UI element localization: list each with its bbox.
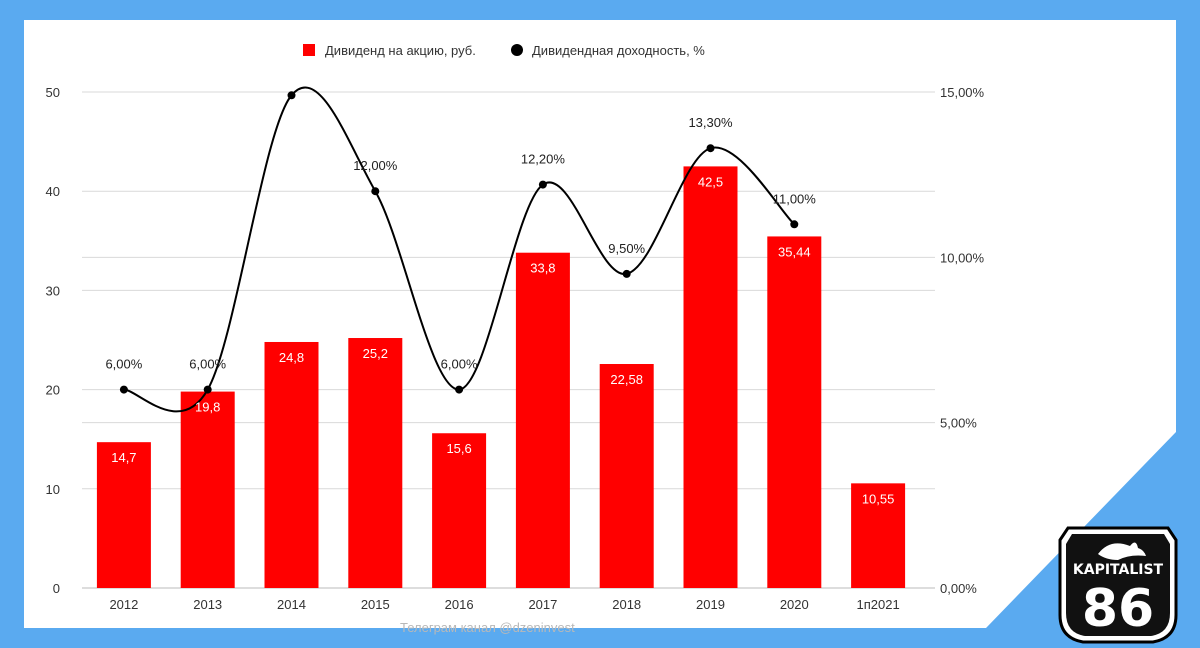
- bar: [515, 252, 570, 589]
- legend-bar-swatch: [303, 44, 315, 56]
- yield-value-label: 12,20%: [521, 152, 566, 167]
- left-tick-label: 40: [46, 184, 60, 199]
- right-tick-label: 10,00%: [940, 250, 985, 265]
- bar-value-label: 22,58: [610, 372, 643, 387]
- yield-point: [706, 144, 715, 153]
- bar-value-label: 35,44: [778, 244, 811, 259]
- bar: [264, 341, 319, 588]
- bar-value-label: 42,5: [698, 174, 723, 189]
- bar-value-label: 15,6: [446, 441, 471, 456]
- bar-value-label: 19,8: [195, 400, 220, 415]
- line-layer: [119, 86, 799, 413]
- x-tick-label: 2019: [696, 597, 725, 612]
- yield-point: [538, 180, 547, 189]
- x-tick-label: 1п2021: [856, 597, 899, 612]
- bar: [96, 442, 151, 588]
- bar: [683, 166, 738, 588]
- bar-value-label: 24,8: [279, 350, 304, 365]
- left-tick-label: 30: [46, 283, 60, 298]
- x-tick-label: 2017: [528, 597, 557, 612]
- yield-line: [123, 86, 795, 413]
- yield-point: [455, 385, 464, 394]
- yield-point: [203, 385, 212, 394]
- right-tick-label: 0,00%: [940, 581, 977, 596]
- bar: [432, 433, 487, 588]
- bar: [599, 364, 654, 588]
- bar-value-label: 14,7: [111, 450, 136, 465]
- legend: Дивиденд на акцию, руб. Дивидендная дохо…: [303, 43, 705, 58]
- yield-point: [287, 91, 296, 100]
- yield-value-label: 11,00%: [773, 191, 817, 206]
- yield-value-label: 6,00%: [189, 357, 226, 372]
- legend-bar-label: Дивиденд на акцию, руб.: [325, 43, 476, 58]
- logo-badge: KAPITALIST 86: [1058, 526, 1178, 644]
- left-tick-label: 10: [46, 482, 60, 497]
- bar: [767, 236, 822, 589]
- yield-point: [119, 385, 128, 394]
- orca-icon: [1098, 542, 1146, 560]
- yield-point: [622, 269, 631, 278]
- yield-value-label: 6,00%: [105, 357, 142, 372]
- x-tick-label: 2020: [780, 597, 809, 612]
- bars-layer: [96, 166, 906, 589]
- right-tick-label: 15,00%: [940, 85, 985, 100]
- watermark: Телеграм канал @dzeninvest: [400, 620, 575, 635]
- yield-value-label: 13,30%: [688, 115, 733, 130]
- yield-value-label: 12,00%: [353, 158, 398, 173]
- logo-top-text: KAPITALIST: [1073, 562, 1164, 578]
- left-tick-label: 50: [46, 85, 60, 100]
- bar-value-label: 33,8: [530, 261, 555, 276]
- labels-layer: 14,7 19,8 24,8 25,2 15,6 33,8 22,58 42,5 35,44 10…: [105, 115, 894, 506]
- x-tick-label: 2018: [612, 597, 641, 612]
- yield-point: [790, 220, 799, 229]
- right-tick-label: 5,00%: [940, 416, 977, 431]
- yield-value-label: 9,50%: [608, 241, 645, 256]
- bar: [180, 391, 235, 588]
- logo-shield-inner: [1066, 534, 1170, 636]
- yield-point: [371, 187, 380, 196]
- legend-line-label: Дивидендная доходность, %: [532, 43, 705, 58]
- x-tick-label: 2012: [109, 597, 138, 612]
- x-tick-label: 2014: [277, 597, 306, 612]
- logo-number: 86: [1082, 579, 1154, 639]
- bar-value-label: 10,55: [862, 491, 895, 506]
- x-tick-label: 2015: [361, 597, 390, 612]
- x-tick-label: 2013: [193, 597, 222, 612]
- x-tick-label: 2016: [445, 597, 474, 612]
- yield-value-label: 6,00%: [441, 357, 478, 372]
- legend-line-swatch: [511, 44, 523, 56]
- axes-layer: 0 10 20 30 40 50 0,00% 5,00% 10,00% 15,00% 2012 201…: [46, 85, 985, 612]
- bar: [348, 338, 403, 588]
- left-tick-label: 20: [46, 383, 60, 398]
- left-tick-label: 0: [53, 581, 60, 596]
- bar: [851, 483, 906, 588]
- bar-value-label: 25,2: [363, 346, 388, 361]
